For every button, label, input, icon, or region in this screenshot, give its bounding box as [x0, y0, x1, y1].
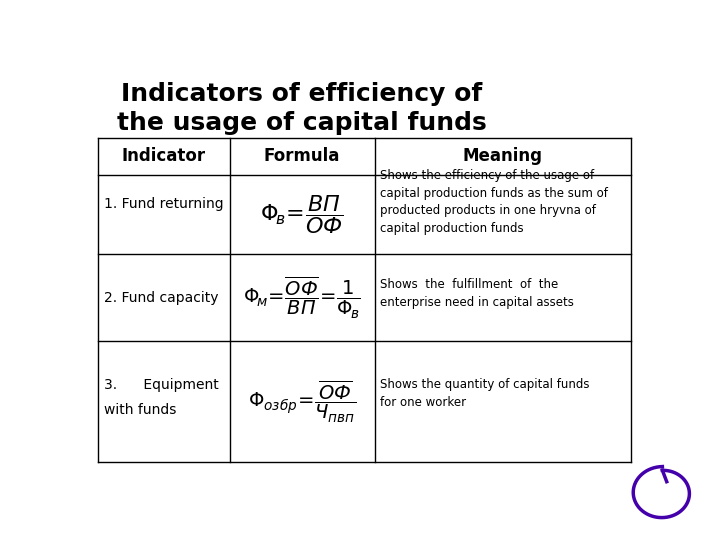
Text: 1. Fund returning: 1. Fund returning [104, 197, 224, 211]
Text: with funds: with funds [104, 403, 176, 417]
Text: Indicator: Indicator [122, 147, 206, 165]
Text: 3.      Equipment: 3. Equipment [104, 378, 219, 392]
Text: 2. Fund capacity: 2. Fund capacity [104, 291, 218, 305]
Text: Meaning: Meaning [463, 147, 543, 165]
Text: Shows  the  fulfillment  of  the
enterprise need in capital assets: Shows the fulfillment of the enterprise … [380, 278, 574, 309]
Text: Indicators of efficiency of
the usage of capital funds: Indicators of efficiency of the usage of… [117, 82, 487, 136]
Text: $\mathit{\Phi}_{\!\mathit{в}}\!=\!\dfrac{\mathit{ВП}}{\mathit{ОФ}}$: $\mathit{\Phi}_{\!\mathit{в}}\!=\!\dfrac… [260, 193, 344, 236]
Text: $\mathit{\Phi}_{\!\mathit{м}}\!=\!\dfrac{\overline{\mathit{ОФ}}}{\mathit{ВП}}\!=: $\mathit{\Phi}_{\!\mathit{м}}\!=\!\dfrac… [243, 274, 361, 321]
Text: $\mathit{\Phi}_{\mathit{озбр}}\!=\!\dfrac{\overline{\mathit{ОФ}}}{\mathit{Ч}_{\m: $\mathit{\Phi}_{\mathit{озбр}}\!=\!\dfra… [248, 379, 356, 424]
Text: Shows the efficiency of the usage of
capital production funds as the sum of
prod: Shows the efficiency of the usage of cap… [380, 169, 608, 235]
Text: Formula: Formula [264, 147, 341, 165]
Text: Shows the quantity of capital funds
for one worker: Shows the quantity of capital funds for … [380, 378, 590, 409]
